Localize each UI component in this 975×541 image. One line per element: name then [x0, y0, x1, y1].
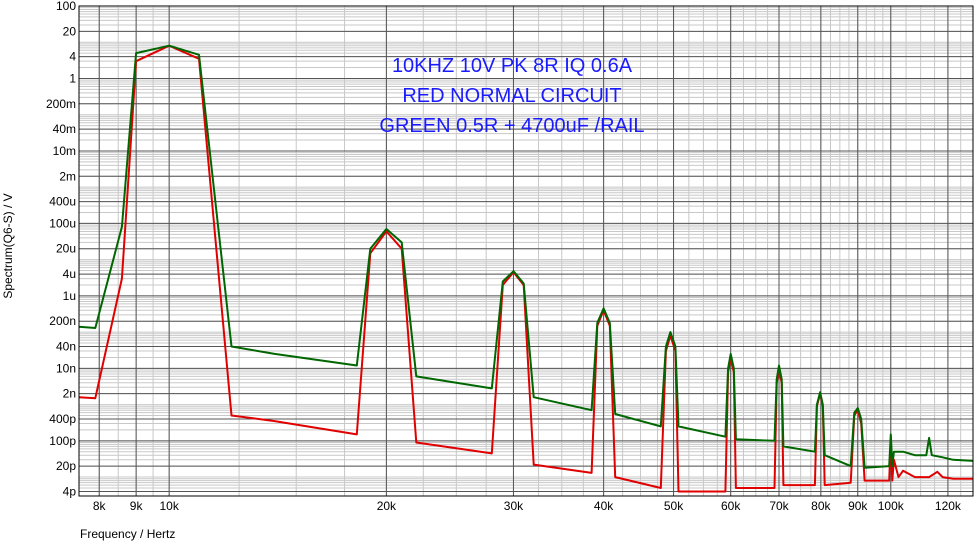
y-tick-label: 4	[69, 50, 76, 64]
y-tick-label: 100p	[49, 434, 76, 448]
y-tick-label: 2m	[59, 169, 76, 183]
y-tick-label: 4u	[63, 267, 76, 281]
x-tick-label: 10k	[159, 499, 179, 513]
series-layer	[78, 44, 974, 493]
y-tick-label: 100	[56, 0, 76, 13]
y-tick-label: 10n	[56, 361, 76, 375]
x-tick-labels: 8k 9k 10k 20k 30k 40k 50k 60k 70k 80k 90k 100k 120k	[93, 499, 962, 513]
x-tick-label: 90k	[848, 499, 868, 513]
y-tick-label: 1u	[63, 289, 76, 303]
y-tick-label: 400u	[49, 195, 76, 209]
minor-grid	[78, 5, 974, 497]
x-tick-label: 9k	[130, 499, 144, 513]
x-tick-label: 50k	[664, 499, 684, 513]
y-axis-title: Spectrum(Q6-S) / V	[1, 193, 15, 298]
x-tick-label: 20k	[377, 499, 397, 513]
x-tick-label: 80k	[811, 499, 831, 513]
x-tick-label: 40k	[594, 499, 614, 513]
y-tick-label: 100u	[49, 216, 76, 230]
x-tick-label: 30k	[504, 499, 524, 513]
annotation-line: RED NORMAL CIRCUIT	[402, 85, 621, 107]
x-tick-label: 70k	[769, 499, 789, 513]
x-tick-label: 120k	[935, 499, 962, 513]
y-tick-label: 40n	[56, 340, 76, 354]
x-tick-label: 60k	[721, 499, 741, 513]
y-tick-label: 400p	[49, 412, 76, 426]
y-tick-label: 40m	[53, 122, 76, 136]
series-line-green	[78, 44, 974, 469]
y-tick-label: 10m	[53, 144, 76, 158]
y-tick-label: 1	[69, 71, 76, 85]
series-line-red	[78, 44, 973, 493]
y-tick-label: 200m	[46, 97, 76, 111]
x-tick-label: 8k	[93, 499, 107, 513]
y-tick-label: 4p	[63, 484, 77, 498]
y-tick-labels: 100 20 4 1 200m 40m 10m 2m 400u 100u 20u 4u 1u 200n 40…	[46, 0, 76, 498]
y-tick-label: 2n	[63, 387, 76, 401]
y-tick-label: 20u	[56, 242, 76, 256]
annotation-line: 10KHZ 10V PK 8R IQ 0.6A	[392, 55, 633, 77]
annotations: 10KHZ 10V PK 8R IQ 0.6A RED NORMAL CIRCUI…	[379, 55, 644, 137]
major-grid	[79, 5, 973, 496]
y-tick-label: 20p	[56, 459, 76, 473]
plot-frame	[78, 5, 974, 497]
annotation-line: GREEN 0.5R + 4700uF /RAIL	[379, 115, 644, 137]
x-axis-title: Frequency / Hertz	[80, 527, 175, 541]
y-tick-label: 200n	[49, 314, 76, 328]
y-tick-label: 20	[63, 24, 77, 38]
x-tick-label: 100k	[878, 499, 905, 513]
